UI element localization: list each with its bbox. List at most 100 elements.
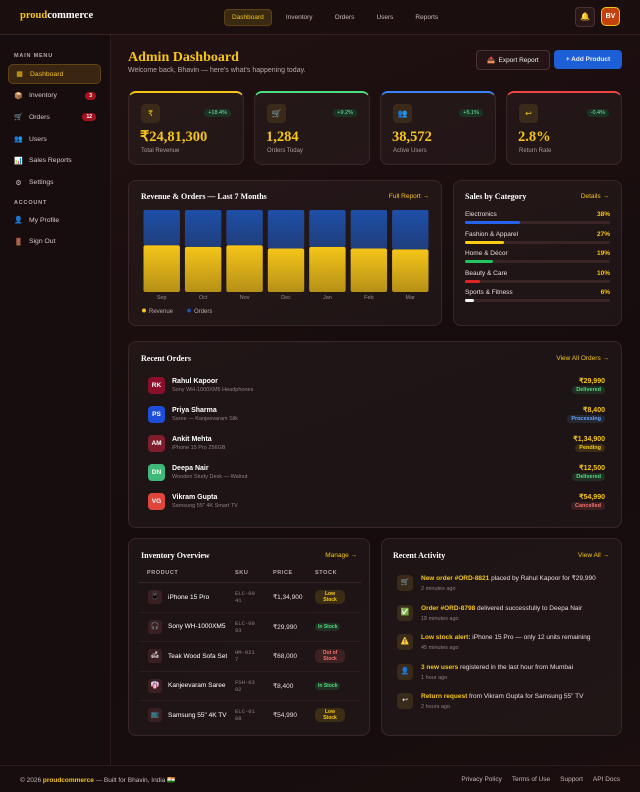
footer-text: © 2026 proudcommerce — Built for Bhavin,…: [20, 776, 175, 784]
order-avatar: AM: [148, 435, 165, 452]
avatar[interactable]: BV: [601, 7, 620, 26]
menu-item[interactable]: 📦 Inventory 3: [8, 86, 101, 106]
inventory-panel: Inventory Overview Manage → PRODUCT SKU PR…: [128, 538, 370, 736]
customer-name: Ankit Mehta: [172, 436, 212, 443]
menu-item[interactable]: 👥 Users: [8, 129, 101, 149]
bar-segment: [392, 249, 429, 292]
legend-dot: [187, 308, 192, 313]
nav-item[interactable]: Users: [376, 14, 394, 21]
orders-panel: Recent Orders View All Orders → RK Rahul …: [128, 341, 622, 528]
x-tick-label: Dec: [281, 295, 291, 301]
legend-dot: [142, 308, 146, 313]
panel-link[interactable]: Manage →: [325, 552, 357, 559]
panel-link[interactable]: Full Report →: [388, 193, 429, 200]
activity-detail: placed by Rahul Kapoor for ₹29,990: [489, 575, 596, 582]
order-status: Delivered: [572, 473, 605, 481]
bar-segment: [267, 210, 305, 249]
menu-label: Users: [29, 135, 47, 143]
export-button[interactable]: 📤 Export Report: [476, 50, 550, 70]
stat-card: ↩ -0.4% 2.8% Return Rate: [506, 91, 622, 165]
category-value: 6%: [600, 289, 610, 296]
panel-title: Revenue & Orders — Last 7 Months: [141, 192, 267, 201]
footer-link[interactable]: Support: [560, 776, 583, 783]
bar-segment: [267, 248, 305, 292]
column-header: PRICE: [273, 570, 293, 576]
nav-item[interactable]: Reports: [415, 14, 439, 21]
menu-item[interactable]: ▦ Dashboard: [8, 64, 101, 84]
section-heading: ACCOUNT: [14, 200, 48, 206]
order-product: Wooden Study Desk — Walnut: [172, 474, 248, 480]
product-sku: ELC-0093: [235, 619, 255, 634]
activity-time: 1 hour ago: [421, 674, 448, 681]
activity-icon: ↩: [397, 693, 413, 709]
bar-segment: [143, 245, 180, 292]
brand[interactable]: proudcommerce: [20, 10, 93, 21]
progress-bar: [465, 260, 493, 263]
product-name: iPhone 15 Pro: [168, 593, 210, 601]
stat-icon: 🛒: [267, 104, 286, 123]
stock-status: Low Stock: [315, 590, 345, 605]
panel-title: Inventory Overview: [141, 551, 210, 560]
progress-track: [465, 221, 610, 224]
bar-segment: [226, 210, 263, 246]
product-sku: ELC-0041: [235, 590, 255, 604]
legend-label: Revenue: [149, 309, 174, 315]
category-value: 19%: [596, 250, 610, 257]
footer-link[interactable]: API Docs: [592, 776, 620, 783]
menu-label: Sales Reports: [29, 157, 72, 165]
product-price: ₹1,34,900: [273, 594, 303, 601]
menu-item[interactable]: 🚪 Sign Out: [8, 232, 101, 252]
table-header: PRODUCT SKU PRICE STOCK: [139, 567, 361, 583]
order-product: Samsung 55" 4K Smart TV: [172, 503, 238, 509]
stat-icon: ↩: [519, 104, 538, 123]
stock-status: Low Stock: [315, 708, 345, 723]
menu-icon: ⚙: [15, 179, 22, 187]
orders-list: RK Rahul Kapoor Sony WH-1000XM5 Headphones…: [147, 376, 605, 521]
menu-item[interactable]: 👤 My Profile: [8, 210, 101, 230]
category-name: Home & Décor: [465, 250, 508, 257]
column-header: STOCK: [315, 570, 338, 576]
stock-status: In Stock: [315, 622, 341, 631]
nav: Dashboard Inventory Orders Users Reports: [224, 9, 446, 26]
product-price: ₹29,990: [273, 623, 298, 631]
activity-highlight: 3 new users: [421, 663, 459, 671]
menu-label: My Profile: [29, 216, 60, 224]
menu-label: Settings: [29, 179, 54, 186]
bell[interactable]: 🔔: [575, 7, 595, 27]
order-amount: ₹29,990: [579, 378, 605, 385]
panel-title: Recent Activity: [393, 551, 446, 560]
footer-link[interactable]: Terms of Use: [511, 776, 551, 783]
order-status: Processing: [567, 415, 605, 423]
revenue-chart: Sep Oct Nov Dec Jan Feb Mar Revenue Orders: [142, 210, 429, 315]
panel-link[interactable]: View All Orders →: [556, 355, 609, 362]
progress-bar: [465, 279, 480, 283]
menu-item[interactable]: 📊 Sales Reports: [8, 151, 101, 171]
nav-item[interactable]: Inventory: [285, 14, 313, 21]
bar-segment: [309, 246, 346, 292]
progress-track: [465, 299, 610, 302]
menu-icon: 🚪: [14, 238, 23, 246]
activity-row: ↩ Return request from Vikram Gupta for Sa…: [397, 691, 609, 721]
inventory-row: 📱 iPhone 15 Pro ELC-0041 ₹1,34,900 Low Stock: [139, 583, 361, 613]
nav-item[interactable]: Dashboard: [224, 9, 272, 26]
panel-link[interactable]: View All →: [578, 552, 609, 559]
menu-item[interactable]: 🛒 Orders 12: [8, 107, 101, 127]
activity-highlight: Order #ORD-8798: [421, 604, 476, 612]
category-value: 38%: [596, 211, 610, 218]
bar-segment: [392, 210, 429, 250]
category-name: Beauty & Care: [465, 269, 508, 277]
nav-item[interactable]: Orders: [334, 14, 355, 21]
bar-segment: [184, 246, 222, 292]
inventory-row: 🎧 Sony WH-1000XM5 ELC-0093 ₹29,990 In Stock: [139, 613, 361, 642]
stat-value: 2.8%: [518, 129, 551, 145]
bar-segment: [350, 210, 388, 249]
order-avatar: RK: [148, 377, 165, 394]
menu-item[interactable]: ⚙ Settings: [8, 173, 101, 193]
panel-link[interactable]: Details →: [580, 193, 609, 200]
category-value: 10%: [596, 269, 610, 277]
footer-link[interactable]: Privacy Policy: [461, 776, 502, 783]
add-product-button[interactable]: + Add Product: [554, 50, 622, 69]
progress-bar: [465, 240, 505, 244]
stat-change: +18.4%: [204, 109, 231, 117]
activity-detail: iPhone 15 Pro — only 12 units remaining: [470, 634, 591, 641]
